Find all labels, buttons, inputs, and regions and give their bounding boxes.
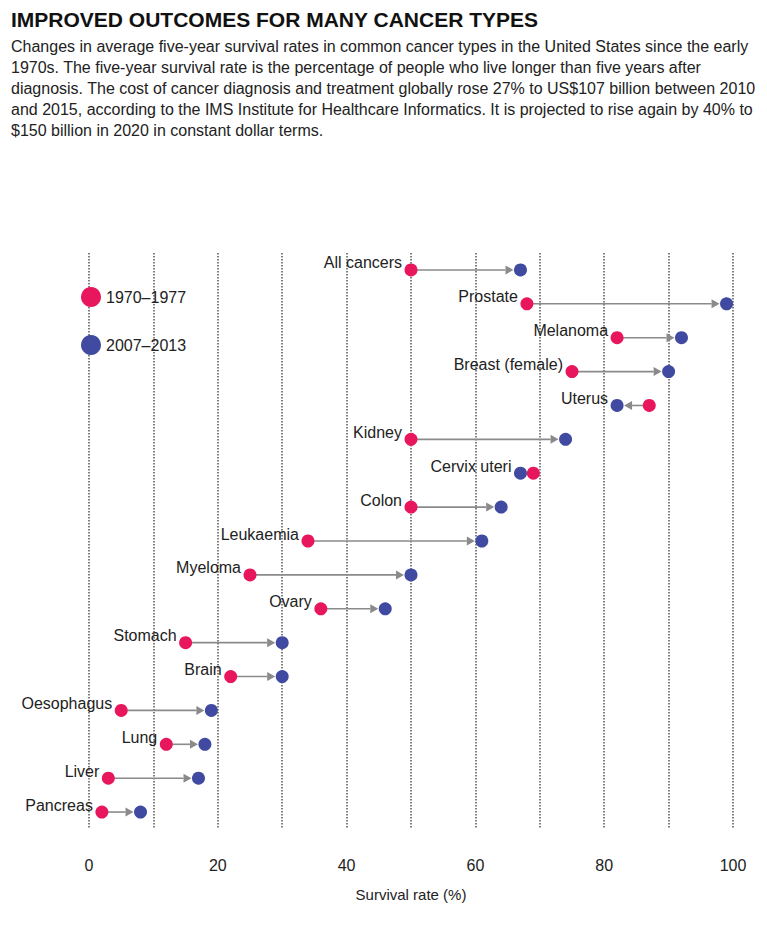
svg-text:Prostate: Prostate: [458, 288, 518, 305]
svg-text:Colon: Colon: [360, 492, 402, 509]
svg-text:Leukaemia: Leukaemia: [221, 526, 299, 543]
svg-text:Myeloma: Myeloma: [176, 559, 241, 576]
svg-text:Melanoma: Melanoma: [533, 322, 608, 339]
svg-text:Changes in average five-year s: Changes in average five-year survival ra…: [11, 38, 753, 55]
svg-text:Cervix uteri: Cervix uteri: [431, 458, 512, 475]
svg-text:diagnosis. The cost of cancer: diagnosis. The cost of cancer diagnosis …: [11, 80, 760, 97]
svg-text:1970–1977: 1970–1977: [106, 289, 186, 306]
svg-text:Breast (female): Breast (female): [454, 356, 563, 373]
svg-text:Ovary: Ovary: [269, 593, 312, 610]
svg-text:60: 60: [467, 857, 485, 874]
svg-text:0: 0: [85, 857, 94, 874]
svg-text:Survival rate (%): Survival rate (%): [356, 886, 467, 903]
svg-text:and 2015, according to the IMS: and 2015, according to the IMS Institute…: [11, 101, 757, 118]
svg-text:100: 100: [720, 857, 747, 874]
svg-text:Uterus: Uterus: [561, 390, 608, 407]
svg-text:Brain: Brain: [184, 661, 221, 678]
svg-text:40: 40: [338, 857, 356, 874]
svg-text:Lung: Lung: [122, 729, 158, 746]
svg-text:20: 20: [209, 857, 227, 874]
svg-text:2007–2013: 2007–2013: [106, 337, 186, 354]
svg-text:80: 80: [595, 857, 613, 874]
svg-text:All cancers: All cancers: [324, 254, 402, 271]
svg-text:IMPROVED OUTCOMES FOR MANY CAN: IMPROVED OUTCOMES FOR MANY CANCER TYPES: [11, 8, 538, 31]
svg-text:Liver: Liver: [65, 763, 100, 780]
svg-text:$150 billion in 2020 in consta: $150 billion in 2020 in constant dollar …: [11, 122, 323, 139]
svg-text:1970s. The five-year survival: 1970s. The five-year survival rate is th…: [11, 59, 705, 76]
svg-text:Oesophagus: Oesophagus: [21, 695, 112, 712]
svg-text:Pancreas: Pancreas: [25, 797, 93, 814]
svg-text:Kidney: Kidney: [353, 424, 402, 441]
svg-text:Stomach: Stomach: [113, 627, 176, 644]
